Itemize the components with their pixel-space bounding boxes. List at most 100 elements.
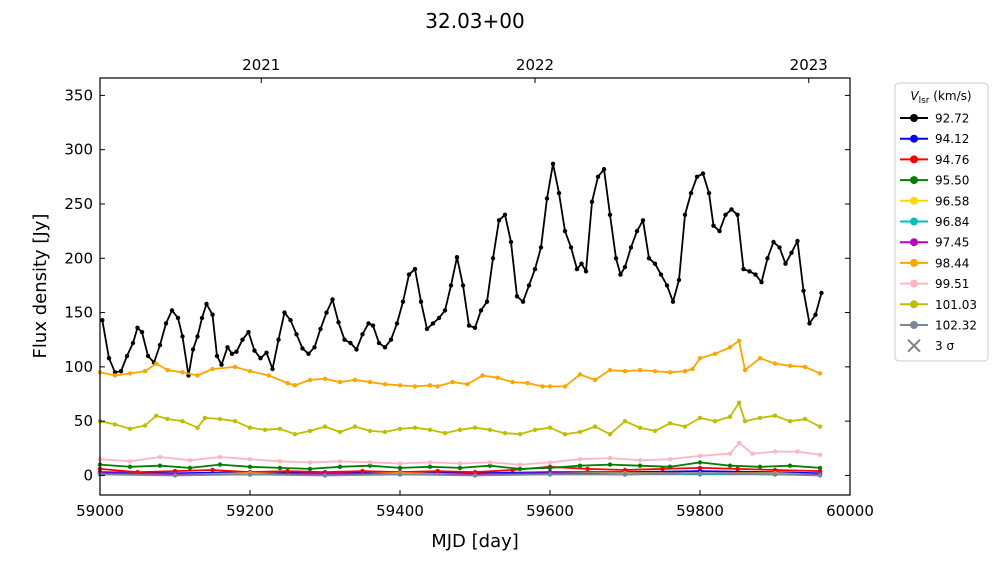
data-point: [472, 473, 478, 478]
y-axis-label: Flux density [Jy]: [30, 214, 51, 359]
data-point: [112, 370, 118, 375]
data-point: [367, 379, 373, 385]
data-point: [400, 299, 406, 304]
data-point: [817, 424, 823, 429]
data-point: [436, 315, 442, 321]
data-point: [352, 377, 358, 383]
data-point: [142, 369, 148, 374]
data-point: [450, 379, 455, 385]
data-point: [562, 228, 568, 234]
data-point: [307, 428, 313, 434]
data-point: [292, 432, 298, 437]
data-point: [637, 367, 643, 373]
data-point: [435, 384, 440, 389]
data-point: [712, 351, 718, 356]
y-tick-label: 50: [74, 412, 93, 430]
legend-item-97.45: 97.45: [900, 236, 969, 250]
data-point: [195, 334, 200, 339]
data-point: [424, 326, 430, 332]
data-point: [246, 329, 251, 335]
data-point: [214, 353, 220, 359]
series-line: [99, 465, 821, 474]
data-point: [487, 427, 493, 432]
data-point: [544, 196, 550, 201]
legend-label: 99.51: [935, 277, 969, 291]
data-point: [711, 223, 716, 228]
data-point: [337, 379, 343, 385]
data-point: [634, 228, 640, 234]
series-95.50: [97, 460, 823, 472]
data-point: [180, 334, 185, 339]
data-point: [480, 373, 485, 378]
data-point: [667, 370, 673, 375]
x-tick-label: 59600: [526, 502, 574, 520]
data-point: [412, 266, 418, 272]
data-point: [622, 467, 628, 473]
data-point: [577, 429, 583, 435]
y-tick-label: 0: [83, 466, 93, 484]
data-point: [757, 415, 763, 421]
data-point: [508, 239, 514, 245]
data-point: [613, 256, 619, 261]
data-point: [735, 466, 740, 472]
data-point: [532, 427, 538, 432]
legend-swatch-marker: [910, 258, 918, 267]
chart-title: 32.03+00: [425, 9, 524, 33]
legend-label: 94.12: [935, 132, 969, 146]
data-point: [795, 238, 800, 244]
data-point: [388, 337, 394, 342]
data-point: [288, 318, 293, 323]
data-point: [457, 465, 463, 471]
legend-label: 97.45: [935, 236, 969, 250]
data-point: [652, 428, 658, 434]
series-92.72: [100, 161, 824, 378]
plot-frame: [99, 77, 851, 496]
data-point: [813, 312, 818, 317]
data-point: [300, 346, 305, 351]
data-point: [460, 283, 466, 288]
data-point: [562, 432, 568, 437]
data-point: [682, 424, 688, 429]
data-point: [406, 272, 412, 277]
data-point: [187, 458, 193, 463]
data-point: [154, 361, 159, 366]
data-point: [667, 421, 673, 426]
data-point: [490, 256, 496, 261]
data-point: [807, 321, 812, 326]
data-point: [318, 326, 323, 332]
data-point: [187, 465, 193, 471]
data-point: [412, 384, 418, 389]
data-point: [336, 320, 341, 325]
legend-item-101.03: 101.03: [900, 298, 977, 312]
data-point: [736, 400, 742, 405]
data-point: [324, 310, 329, 315]
data-point: [195, 373, 200, 378]
data-point: [397, 465, 403, 471]
legend-swatch-marker: [910, 134, 918, 143]
series-94.76: [97, 464, 823, 475]
data-point: [127, 426, 133, 431]
data-point: [646, 256, 652, 261]
x-tick-label: 59000: [76, 502, 124, 520]
data-point: [538, 245, 544, 250]
data-point: [348, 340, 353, 346]
legend-title: Vlsr (km/s): [910, 89, 971, 106]
data-point: [169, 308, 175, 313]
top-tick-label: 2022: [516, 56, 554, 74]
data-point: [607, 462, 613, 467]
data-point: [577, 372, 583, 377]
data-point: [747, 269, 752, 274]
cross-icon: [907, 338, 921, 353]
data-point: [496, 218, 502, 223]
data-point: [787, 463, 793, 468]
data-point: [240, 337, 245, 342]
data-point: [342, 337, 347, 342]
data-point: [652, 369, 658, 374]
data-point: [787, 419, 793, 424]
y-tick-label: 200: [64, 249, 93, 267]
data-point: [247, 457, 253, 462]
y-tick-label: 100: [64, 358, 93, 376]
data-point: [367, 460, 373, 465]
data-point: [607, 455, 613, 461]
data-point: [427, 460, 433, 465]
